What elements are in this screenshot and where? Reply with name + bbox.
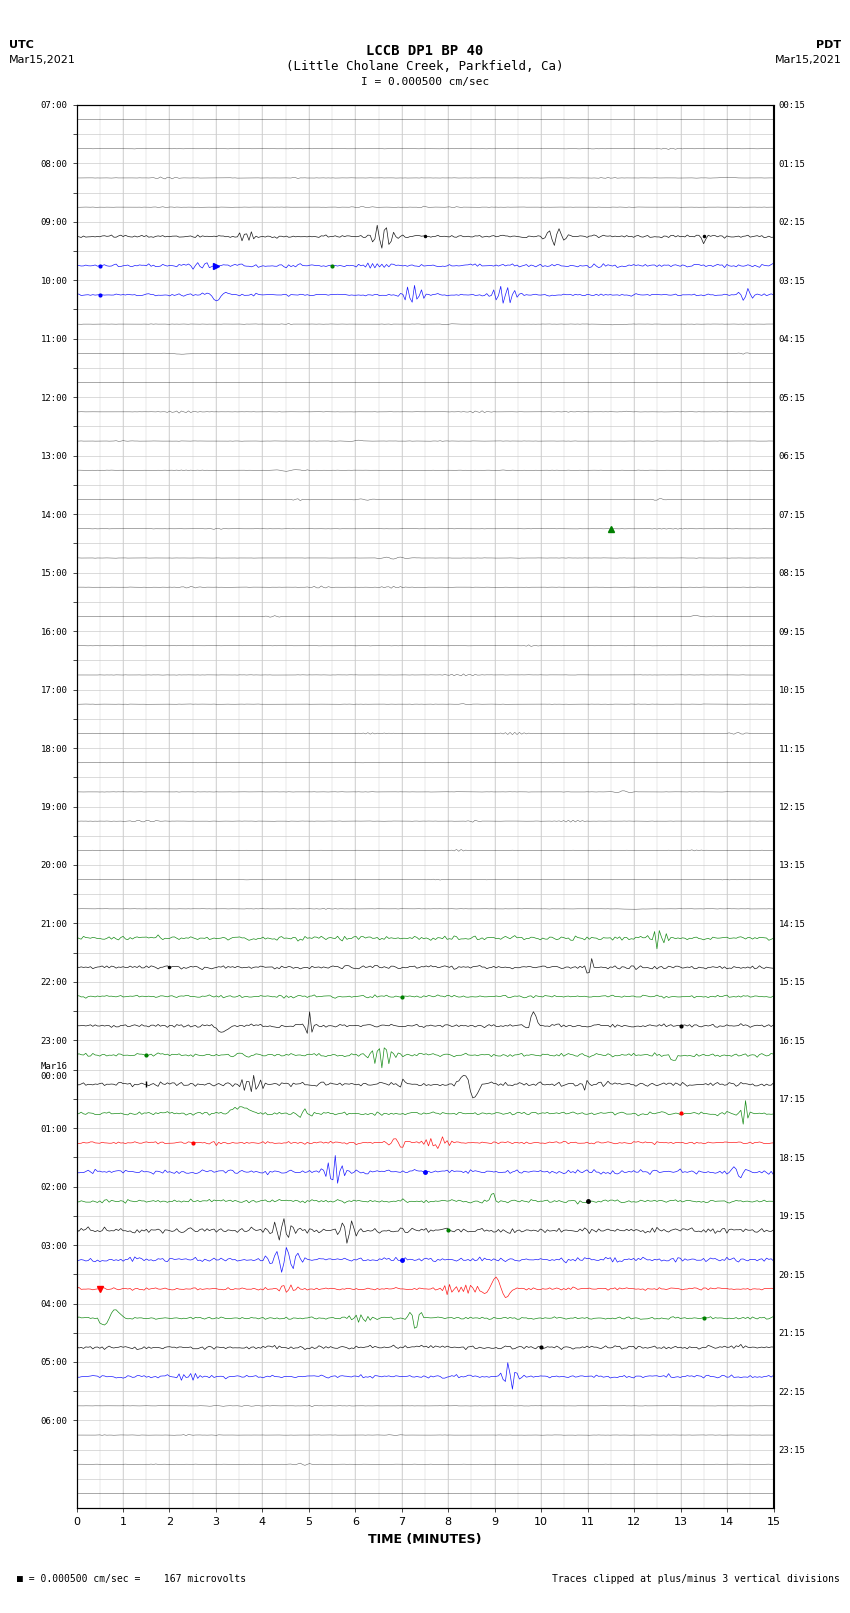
Text: Mar15,2021: Mar15,2021 bbox=[8, 55, 76, 65]
Text: Traces clipped at plus/minus 3 vertical divisions: Traces clipped at plus/minus 3 vertical … bbox=[552, 1574, 841, 1584]
Text: Mar15,2021: Mar15,2021 bbox=[774, 55, 842, 65]
Text: ■ = 0.000500 cm/sec =    167 microvolts: ■ = 0.000500 cm/sec = 167 microvolts bbox=[17, 1574, 246, 1584]
Text: LCCB DP1 BP 40: LCCB DP1 BP 40 bbox=[366, 44, 484, 58]
X-axis label: TIME (MINUTES): TIME (MINUTES) bbox=[368, 1532, 482, 1545]
Text: UTC: UTC bbox=[8, 40, 33, 50]
Text: I = 0.000500 cm/sec: I = 0.000500 cm/sec bbox=[361, 77, 489, 87]
Text: PDT: PDT bbox=[816, 40, 842, 50]
Text: (Little Cholane Creek, Parkfield, Ca): (Little Cholane Creek, Parkfield, Ca) bbox=[286, 60, 564, 73]
